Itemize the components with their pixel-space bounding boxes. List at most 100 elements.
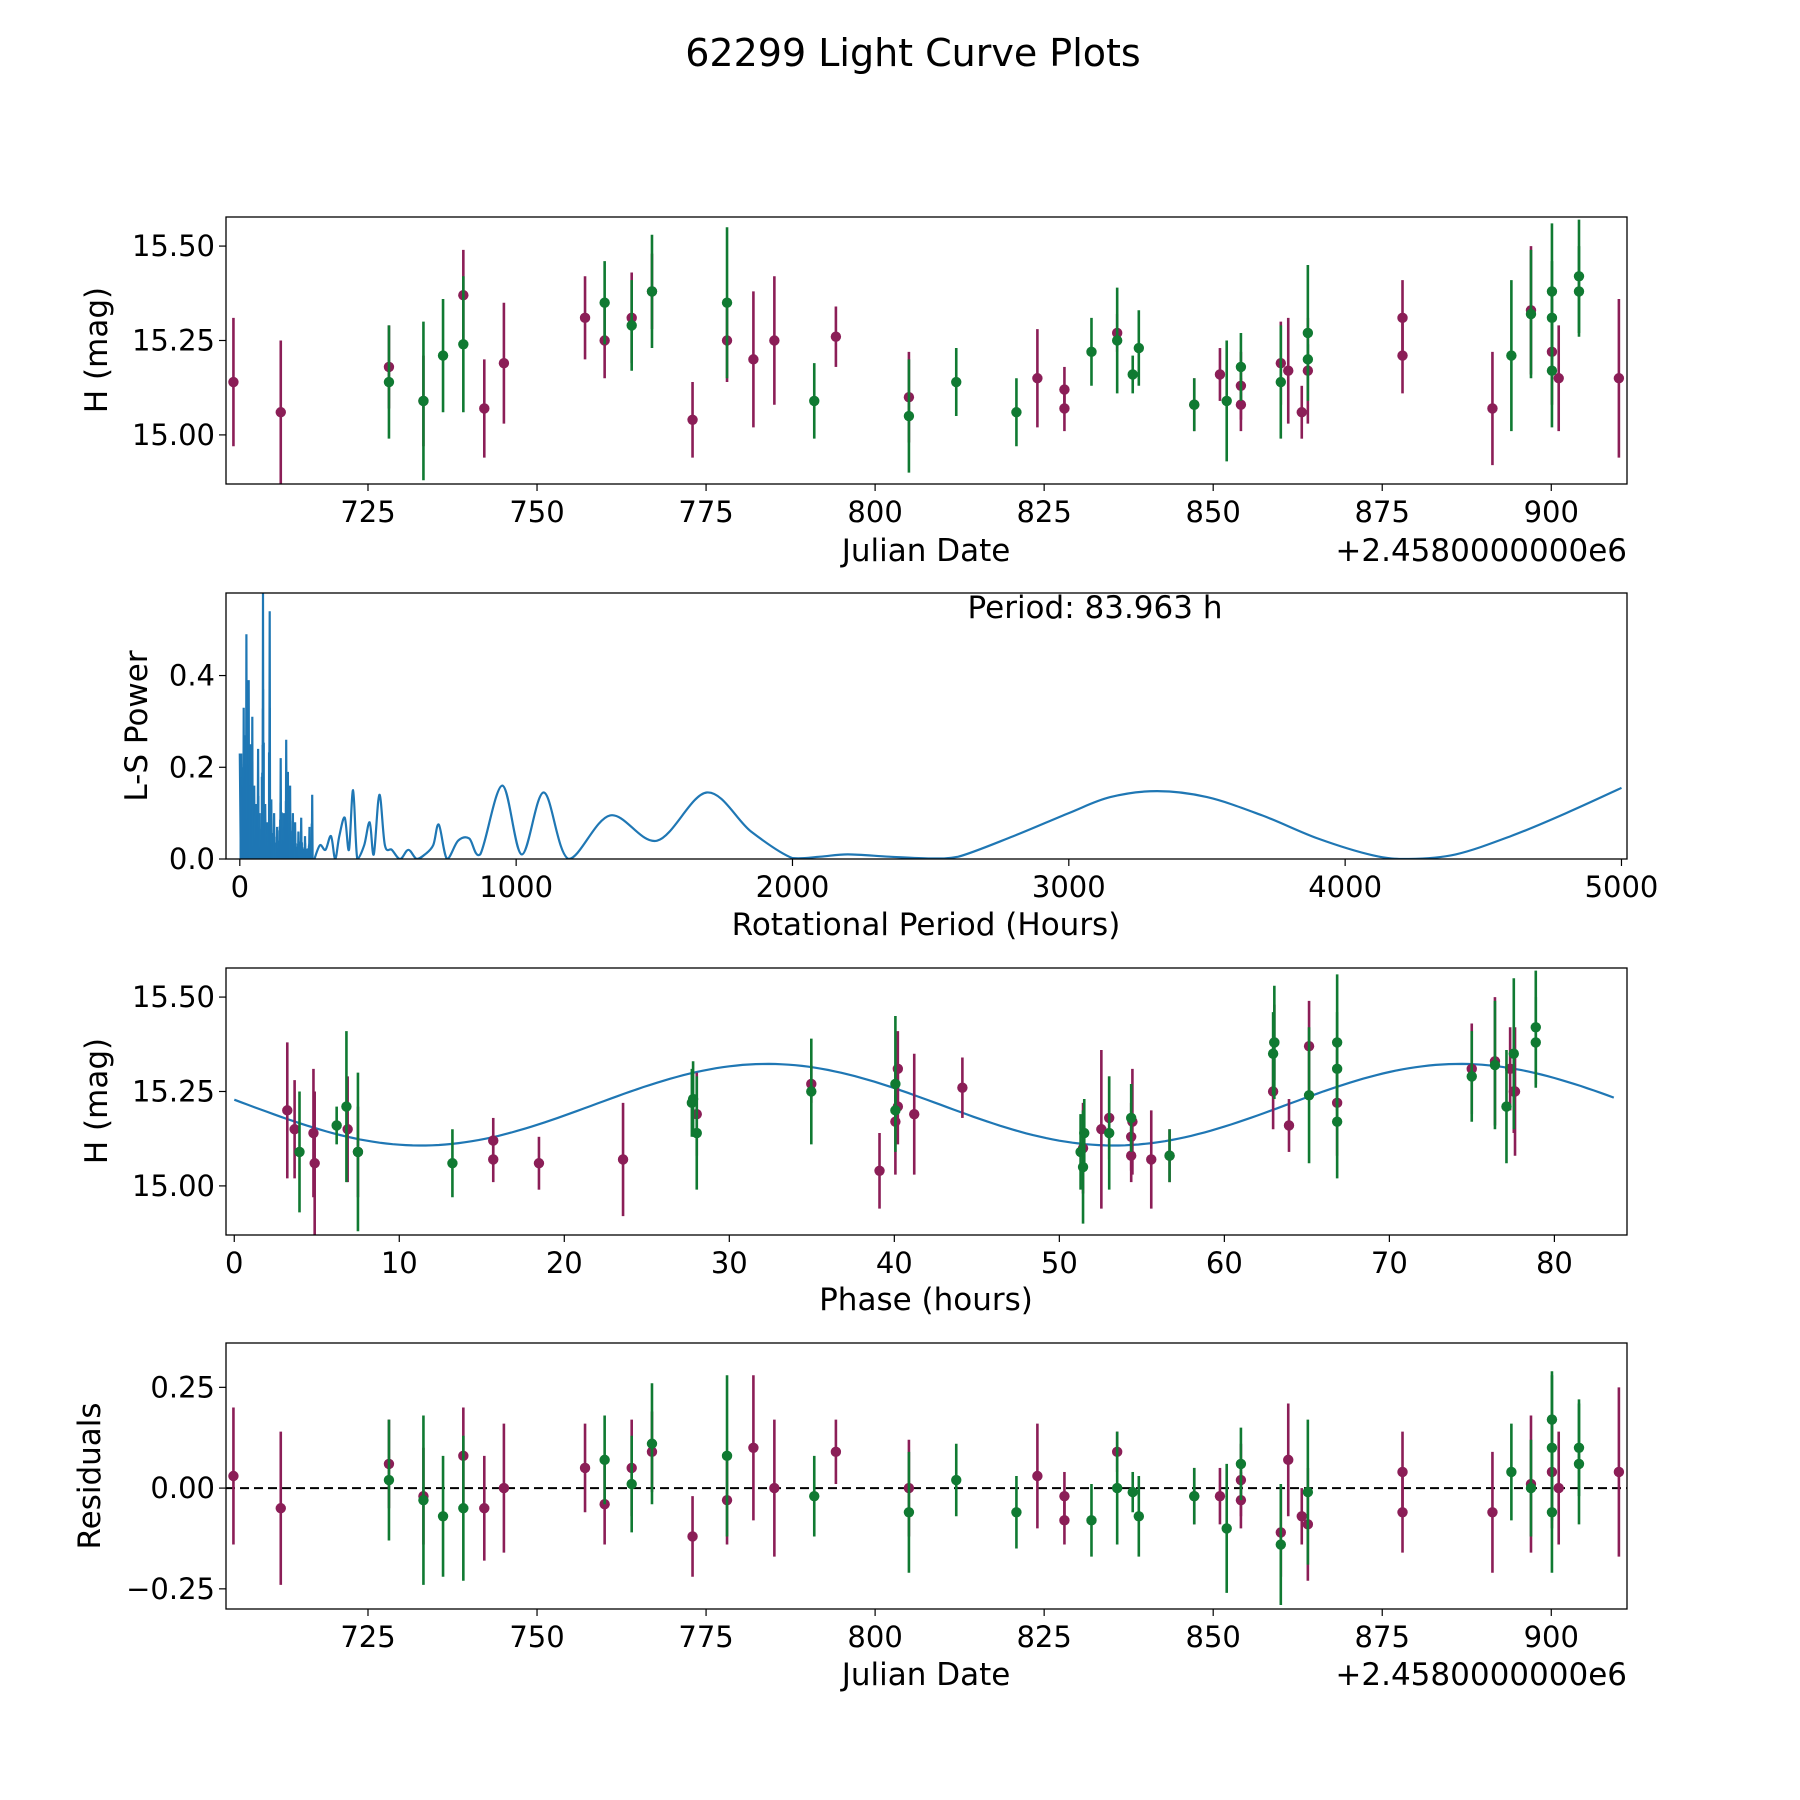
residual-g-point [1189, 1490, 1200, 1502]
residual-r-point [228, 1470, 239, 1482]
phased-r-point [282, 1105, 293, 1116]
lightcurve-g-point [626, 320, 637, 331]
phased-r-point [1096, 1124, 1107, 1135]
x-tick-label: 900 [1524, 1620, 1579, 1654]
phased-model-curve [233, 1062, 1615, 1147]
x-tick-label: 800 [847, 495, 902, 529]
x-tick-label: 80 [1536, 1246, 1573, 1280]
phased-r-point [1283, 1120, 1295, 1131]
lightcurve-g-point [1302, 327, 1314, 339]
residual-g-point [951, 1474, 962, 1486]
residual-g-point [626, 1478, 637, 1490]
residual-r-point [498, 1482, 510, 1494]
phased-g-point [1125, 1112, 1137, 1124]
residual-g-point [1275, 1539, 1287, 1550]
residual-r-point [1059, 1515, 1070, 1526]
residual-r-point [1553, 1482, 1564, 1494]
lightcurve-r-point [228, 376, 239, 388]
y-tick-label: 15.50 [132, 980, 215, 1014]
lightcurve-g-point [1011, 407, 1022, 418]
lightcurve-g-point [1546, 365, 1558, 376]
phased-g-point [352, 1146, 364, 1158]
lightcurve-g-point [809, 395, 820, 407]
residual-r-point [687, 1531, 698, 1542]
y-tick-label: −0.25 [126, 1572, 215, 1606]
phased-g-point [1501, 1101, 1512, 1112]
residual-g-point [437, 1511, 449, 1522]
y-tick-label: 0.00 [150, 1471, 215, 1505]
residuals-panel: 725 750 775 800 825 850 875 900 −0.25 0.00 0.25 [126, 1342, 1628, 1654]
lightcurve-g-point [1111, 335, 1123, 346]
residual-g-point [1127, 1486, 1138, 1498]
lightcurve-g-point [903, 410, 915, 422]
lightcurve-r-point [1032, 373, 1043, 384]
periodogram-panel: 0 1000 2000 3000 4000 5000 0.0 0.2 0.4 [169, 592, 1659, 904]
lightcurve-g-point [1086, 346, 1097, 358]
residual-r-point [1613, 1466, 1625, 1478]
period-annotation: Period: 83.963 h [968, 590, 1223, 626]
phased-g-point [691, 1127, 702, 1139]
lightcurve-ylabel: H (mag) [79, 287, 115, 413]
axes-frame [225, 216, 1628, 485]
lightcurve-r-point [1613, 373, 1625, 384]
phased-g-point [1331, 1116, 1343, 1127]
phased-g-point [1164, 1150, 1175, 1161]
phased-g-point [1269, 1037, 1280, 1048]
lightcurve-g-point [1133, 342, 1145, 354]
phased-r-point [488, 1154, 499, 1165]
lightcurve-g-point [418, 395, 429, 407]
x-tick-label: 60 [1206, 1246, 1243, 1280]
lightcurve-g-point [383, 376, 395, 388]
residual-g-point [1302, 1486, 1314, 1498]
residual-g-point [1221, 1523, 1232, 1534]
x-tick-label: 750 [509, 1620, 564, 1654]
y-tick-label: 15.50 [132, 229, 215, 263]
residual-r-point [748, 1442, 759, 1453]
x-tick-label: 70 [1371, 1246, 1408, 1280]
x-tick-label: 20 [546, 1246, 583, 1280]
residual-r-point [1283, 1454, 1294, 1466]
x-tick-label: 775 [678, 1620, 733, 1654]
lightcurve-g-point [1189, 399, 1200, 410]
phased-g-point [1077, 1161, 1089, 1173]
lightcurve-r-point [1553, 373, 1564, 384]
lightcurve-r-point [769, 335, 780, 346]
lightcurve-r-point [1283, 365, 1294, 376]
residual-r-point [769, 1482, 780, 1494]
plot-area [226, 1371, 1627, 1605]
residuals-xlabel: Julian Date [840, 1657, 1011, 1693]
phased-g-point [1104, 1127, 1115, 1139]
lightcurve-g-point [599, 297, 610, 308]
phased-panel: 0 10 20 30 40 50 60 70 80 15.00 15.25 15.50 [132, 967, 1628, 1280]
lightcurve-r-point [479, 403, 490, 414]
periodogram-ylabel: L-S Power [119, 650, 155, 801]
lightcurve-g-point [1506, 350, 1517, 361]
residual-g-point [1546, 1442, 1558, 1453]
x-tick-label: 725 [340, 495, 395, 529]
x-tick-label: 5000 [1585, 870, 1659, 904]
x-tick-label: 40 [876, 1246, 913, 1280]
x-tick-label: 825 [1016, 495, 1071, 529]
residual-r-point [830, 1446, 842, 1458]
x-tick-label: 0 [231, 870, 249, 904]
phased-g-point [890, 1105, 901, 1116]
lightcurve-g-point [1127, 369, 1138, 380]
lightcurve-r-point [1296, 407, 1307, 418]
phased-r-point [533, 1158, 545, 1169]
x-tick-label: 850 [1186, 495, 1241, 529]
phased-r-point [289, 1124, 300, 1135]
residual-r-point [1032, 1470, 1043, 1482]
lightcurve-g-point [646, 286, 658, 297]
phased-g-point [1079, 1127, 1090, 1139]
phased-xlabel: Phase (hours) [819, 1282, 1033, 1318]
x-tick-label: 800 [847, 1620, 902, 1654]
residual-g-point [1573, 1458, 1585, 1470]
lightcurve-g-point [951, 376, 962, 388]
lightcurve-g-point [1275, 376, 1287, 388]
x-tick-label: 775 [678, 495, 733, 529]
plot-area [233, 970, 1615, 1235]
x-tick-label: 850 [1186, 1620, 1241, 1654]
phased-r-point [617, 1154, 629, 1165]
x-tick-label: 2000 [756, 870, 830, 904]
